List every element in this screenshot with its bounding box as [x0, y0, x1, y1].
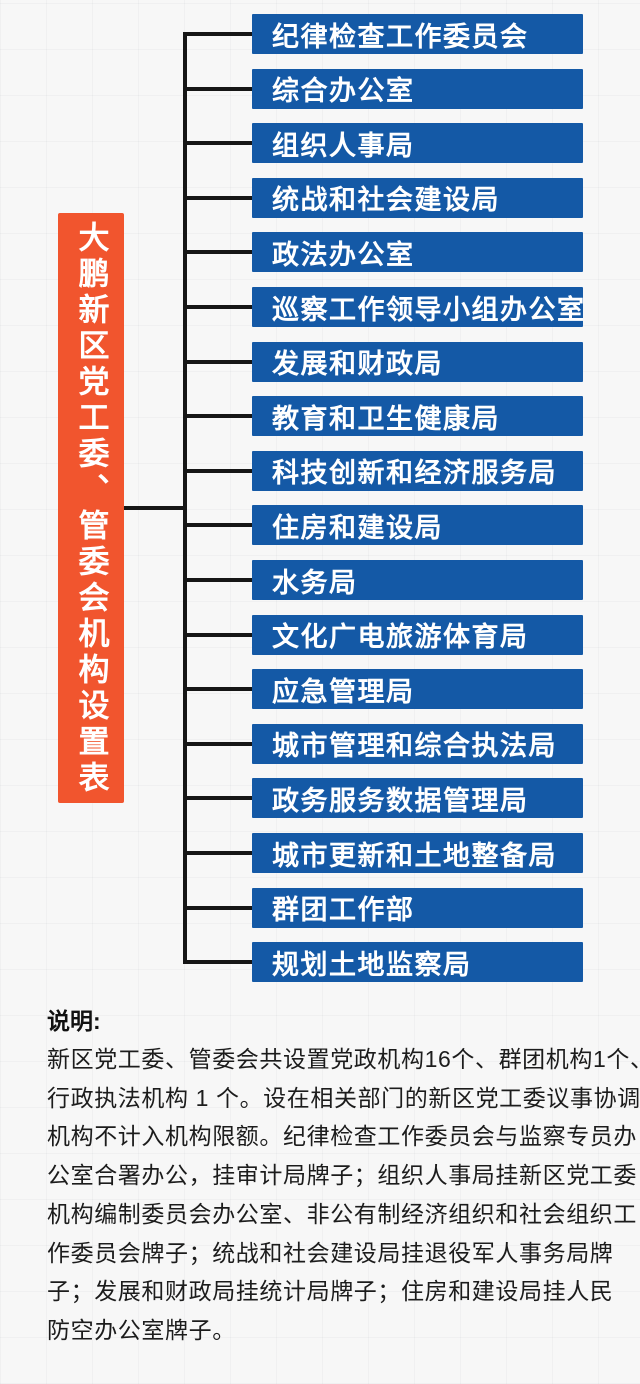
connector-branch-line	[183, 359, 252, 364]
connector-branch-line	[183, 578, 252, 582]
connector-branch-line	[183, 632, 252, 637]
connector-branch-line	[183, 960, 252, 965]
connector-trunk-line	[183, 32, 187, 964]
notes-line: 子；发展和财政局挂统计局牌子；住房和建设局挂人民	[47, 1278, 614, 1305]
connector-branch-line	[183, 86, 252, 91]
root-connector-line	[124, 506, 184, 510]
department-bar: 群团工作部	[252, 887, 583, 928]
notes-line: 公室合署办公，挂审计局牌子；组织人事局挂新区党工委	[47, 1162, 637, 1189]
department-bar: 水务局	[252, 560, 583, 600]
department-label: 科技创新和经济服务局	[272, 458, 557, 489]
department-bar: 巡察工作领导小组办公室	[252, 287, 586, 327]
department-label: 应急管理局	[272, 676, 415, 707]
department-label: 城市管理和综合执法局	[272, 731, 557, 762]
department-bar: 科技创新和经济服务局	[252, 450, 583, 491]
department-label: 巡察工作领导小组办公室	[272, 294, 586, 325]
department-bar: 规划土地监察局	[252, 942, 583, 983]
department-bar: 文化广电旅游体育局	[252, 614, 583, 655]
connector-branch-line	[183, 905, 252, 910]
connector-branch-line	[183, 305, 252, 309]
root-box: 大鹏新区党工委、管委会机构设置表	[58, 213, 124, 803]
department-bar: 组织人事局	[252, 123, 583, 164]
department-label: 统战和社会建设局	[272, 185, 500, 216]
department-bar: 综合办公室	[252, 68, 583, 109]
connector-branch-line	[183, 141, 252, 146]
department-label: 政法办公室	[272, 239, 415, 270]
department-bar: 纪律检查工作委员会	[252, 14, 583, 54]
department-bar: 教育和卫生健康局	[252, 396, 583, 437]
connector-branch-line	[183, 195, 252, 200]
department-label: 群团工作部	[272, 895, 415, 926]
notes-line: 新区党工委、管委会共设置党政机构16个、群团机构1个、	[47, 1046, 640, 1072]
connector-branch-line	[183, 796, 252, 801]
connector-branch-line	[183, 32, 252, 36]
connector-branch-line	[183, 414, 252, 419]
department-bar: 政务服务数据管理局	[252, 778, 583, 819]
notes-body: 新区党工委、管委会共设置党政机构16个、群团机构1个、 行政执法机构 1 个。设在…	[47, 1040, 640, 1350]
department-label: 文化广电旅游体育局	[272, 622, 529, 653]
connector-branch-line	[183, 523, 252, 528]
department-label: 教育和卫生健康局	[272, 403, 500, 434]
department-bar: 住房和建设局	[252, 505, 583, 546]
connector-branch-line	[183, 741, 252, 746]
department-label: 组织人事局	[272, 130, 415, 161]
department-bar: 城市管理和综合执法局	[252, 723, 583, 764]
department-label: 规划土地监察局	[272, 949, 472, 980]
notes-heading: 说明:	[47, 1008, 101, 1034]
department-bar: 政法办公室	[252, 232, 583, 273]
department-label: 纪律检查工作委员会	[272, 21, 529, 52]
notes-section: 说明: 新区党工委、管委会共设置党政机构16个、群团机构1个、 行政执法机构 1 …	[47, 1002, 640, 1350]
connector-branch-line	[183, 250, 252, 255]
department-label: 政务服务数据管理局	[272, 785, 529, 816]
department-bar: 统战和社会建设局	[252, 177, 583, 218]
department-label: 水务局	[272, 567, 358, 598]
department-label: 发展和财政局	[272, 349, 443, 380]
department-bar: 应急管理局	[252, 669, 583, 710]
connector-branch-line	[183, 851, 252, 855]
root-box-label: 大鹏新区党工委、管委会机构设置表	[73, 221, 109, 797]
notes-line: 作委员会牌子；统战和社会建设局挂退役军人事务局牌	[47, 1239, 614, 1266]
department-bar: 城市更新和土地整备局	[252, 833, 583, 873]
connector-branch-line	[183, 687, 252, 692]
connector-branch-line	[183, 468, 252, 473]
notes-line: 机构不计入机构限额。纪律检查工作委员会与监察专员办	[47, 1123, 637, 1150]
notes-line: 防空办公室牌子。	[47, 1316, 236, 1343]
notes-line: 机构编制委员会办公室、非公有制经济组织和社会组织工	[47, 1200, 637, 1227]
department-label: 城市更新和土地整备局	[272, 840, 557, 871]
notes-line: 行政执法机构 1 个。设在相关部门的新区党工委议事协调	[47, 1084, 640, 1111]
department-label: 综合办公室	[272, 76, 415, 107]
department-label: 住房和建设局	[272, 512, 443, 543]
department-bar: 发展和财政局	[252, 341, 583, 382]
